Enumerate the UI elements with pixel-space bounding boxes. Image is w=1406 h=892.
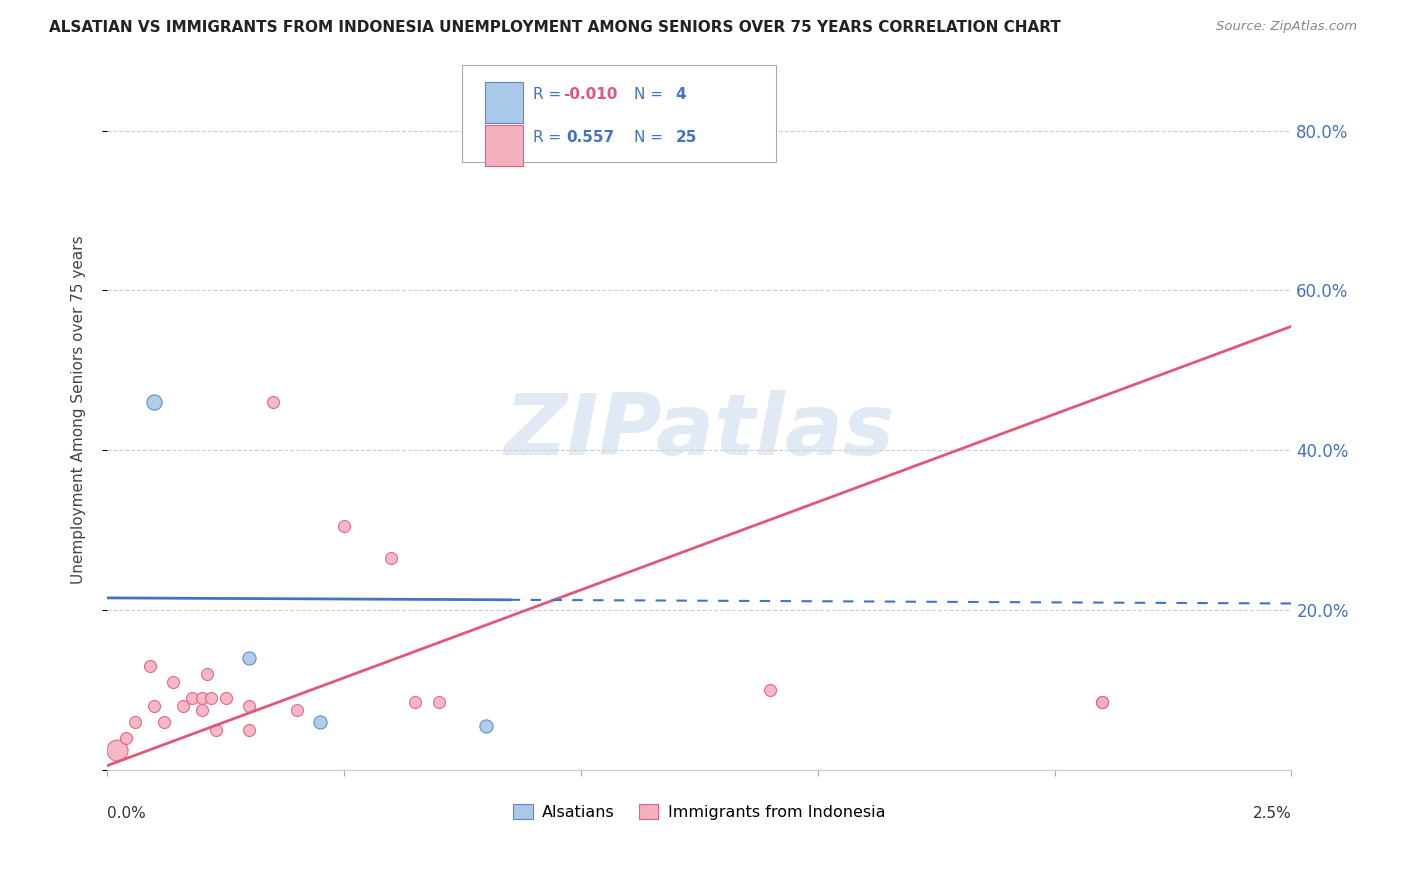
Point [380, 551, 402, 566]
Text: ALSATIAN VS IMMIGRANTS FROM INDONESIA UNEMPLOYMENT AMONG SENIORS OVER 75 YEARS C: ALSATIAN VS IMMIGRANTS FROM INDONESIA UN… [49, 20, 1062, 35]
Point [191, 690, 214, 705]
Text: N =: N = [634, 87, 668, 102]
Point [238, 698, 260, 713]
Point [427, 695, 450, 709]
Text: R =: R = [533, 87, 567, 102]
Point [181, 690, 204, 705]
Point [153, 714, 176, 729]
Point [205, 723, 228, 737]
Point [138, 658, 160, 673]
Point [664, 123, 686, 137]
Text: R =: R = [533, 130, 571, 145]
Point [214, 690, 236, 705]
Point [143, 698, 166, 713]
FancyBboxPatch shape [463, 65, 776, 162]
Point [238, 723, 260, 737]
Point [404, 695, 426, 709]
Text: 0.557: 0.557 [567, 130, 614, 145]
FancyBboxPatch shape [485, 82, 523, 123]
Point [124, 714, 146, 729]
Point [759, 682, 782, 697]
FancyBboxPatch shape [485, 126, 523, 167]
Text: 25: 25 [675, 130, 697, 145]
Point [333, 519, 356, 533]
Point [115, 731, 138, 745]
Text: Source: ZipAtlas.com: Source: ZipAtlas.com [1216, 20, 1357, 33]
Point [162, 674, 184, 689]
Point [200, 690, 222, 705]
Text: 2.5%: 2.5% [1253, 805, 1292, 821]
Text: N =: N = [634, 130, 668, 145]
Point [172, 698, 194, 713]
Point [105, 742, 128, 756]
Point [1091, 695, 1114, 709]
Text: -0.010: -0.010 [562, 87, 617, 102]
Text: ZIPatlas: ZIPatlas [505, 390, 894, 474]
Y-axis label: Unemployment Among Seniors over 75 years: Unemployment Among Seniors over 75 years [72, 235, 86, 584]
Point [285, 703, 308, 717]
Point [262, 395, 284, 409]
Legend: Alsatians, Immigrants from Indonesia: Alsatians, Immigrants from Indonesia [508, 798, 891, 826]
Point [1091, 695, 1114, 709]
Point [309, 714, 332, 729]
Point [522, 123, 544, 137]
Point [475, 719, 498, 733]
Text: 4: 4 [675, 87, 686, 102]
Text: 0.0%: 0.0% [107, 805, 146, 821]
Point [191, 703, 214, 717]
Point [143, 395, 166, 409]
Point [238, 650, 260, 665]
Point [195, 666, 218, 681]
